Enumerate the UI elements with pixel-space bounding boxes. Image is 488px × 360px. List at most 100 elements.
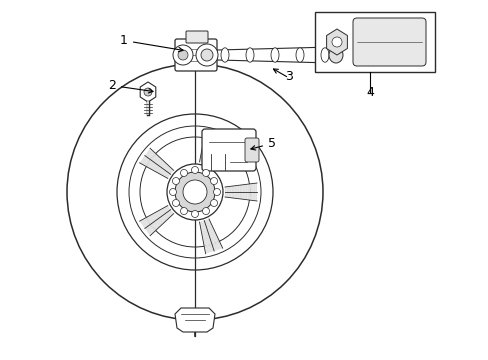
Polygon shape: [201, 149, 214, 155]
Polygon shape: [202, 234, 216, 239]
Ellipse shape: [320, 48, 328, 62]
Ellipse shape: [221, 48, 228, 62]
Circle shape: [331, 37, 341, 47]
Polygon shape: [143, 218, 155, 233]
Polygon shape: [164, 206, 172, 216]
Polygon shape: [156, 211, 165, 222]
Polygon shape: [242, 185, 244, 199]
Polygon shape: [200, 157, 211, 162]
Polygon shape: [153, 213, 163, 225]
Polygon shape: [202, 232, 215, 238]
Polygon shape: [162, 208, 170, 218]
Polygon shape: [148, 216, 158, 229]
Polygon shape: [146, 154, 157, 167]
Bar: [314, 12, 434, 72]
Polygon shape: [156, 162, 165, 173]
Polygon shape: [161, 165, 169, 175]
Polygon shape: [146, 216, 157, 230]
Polygon shape: [236, 185, 237, 199]
Polygon shape: [250, 184, 252, 201]
Polygon shape: [161, 209, 169, 219]
Circle shape: [191, 211, 198, 217]
Polygon shape: [199, 160, 209, 165]
Polygon shape: [244, 184, 245, 199]
Ellipse shape: [245, 48, 253, 62]
Polygon shape: [201, 226, 213, 231]
Polygon shape: [201, 228, 213, 233]
Polygon shape: [200, 220, 210, 225]
Circle shape: [173, 45, 193, 65]
Circle shape: [175, 172, 215, 212]
Polygon shape: [142, 150, 153, 165]
Polygon shape: [237, 185, 239, 199]
Circle shape: [172, 199, 179, 207]
Circle shape: [213, 189, 220, 195]
Polygon shape: [200, 154, 212, 159]
Polygon shape: [158, 163, 166, 174]
Polygon shape: [226, 186, 228, 197]
Polygon shape: [248, 184, 250, 200]
Polygon shape: [200, 156, 211, 161]
Polygon shape: [139, 148, 151, 163]
Circle shape: [191, 166, 198, 174]
Circle shape: [180, 208, 187, 215]
Polygon shape: [200, 225, 212, 230]
Polygon shape: [143, 152, 155, 166]
Circle shape: [178, 50, 187, 60]
Polygon shape: [203, 239, 219, 246]
Text: 4: 4: [366, 86, 373, 99]
Ellipse shape: [328, 47, 342, 63]
Polygon shape: [204, 132, 222, 139]
Polygon shape: [149, 156, 159, 169]
Polygon shape: [142, 219, 153, 234]
Text: 5: 5: [250, 137, 275, 150]
FancyBboxPatch shape: [175, 39, 217, 71]
Circle shape: [129, 126, 261, 258]
Circle shape: [117, 114, 272, 270]
Polygon shape: [204, 245, 222, 252]
Circle shape: [172, 177, 179, 185]
Circle shape: [169, 189, 176, 195]
Polygon shape: [245, 184, 247, 200]
Polygon shape: [231, 186, 232, 198]
Polygon shape: [204, 242, 220, 249]
Polygon shape: [203, 136, 220, 143]
Polygon shape: [247, 184, 248, 200]
Polygon shape: [200, 159, 210, 163]
Polygon shape: [326, 29, 346, 55]
Circle shape: [180, 170, 187, 176]
Polygon shape: [203, 235, 217, 241]
Polygon shape: [152, 213, 162, 226]
Polygon shape: [229, 186, 231, 198]
Polygon shape: [204, 244, 221, 251]
Polygon shape: [162, 166, 170, 176]
Polygon shape: [150, 214, 161, 227]
Polygon shape: [148, 155, 158, 168]
Polygon shape: [163, 167, 171, 177]
Circle shape: [196, 44, 218, 66]
Circle shape: [210, 199, 217, 207]
Ellipse shape: [295, 48, 304, 62]
Circle shape: [167, 164, 223, 220]
Circle shape: [202, 208, 209, 215]
Polygon shape: [159, 210, 167, 220]
Polygon shape: [199, 219, 209, 224]
Polygon shape: [166, 206, 173, 215]
Polygon shape: [205, 247, 222, 254]
Polygon shape: [158, 210, 166, 221]
Polygon shape: [203, 143, 217, 149]
Polygon shape: [149, 215, 159, 228]
Polygon shape: [202, 146, 215, 152]
Circle shape: [143, 88, 152, 96]
Polygon shape: [141, 220, 152, 235]
FancyBboxPatch shape: [244, 138, 259, 162]
Polygon shape: [209, 47, 339, 63]
Polygon shape: [255, 183, 257, 201]
Polygon shape: [253, 183, 255, 201]
Polygon shape: [202, 148, 215, 153]
Polygon shape: [152, 158, 162, 171]
Circle shape: [140, 137, 249, 247]
Polygon shape: [145, 153, 156, 167]
Polygon shape: [203, 138, 219, 145]
Text: 2: 2: [108, 79, 153, 93]
